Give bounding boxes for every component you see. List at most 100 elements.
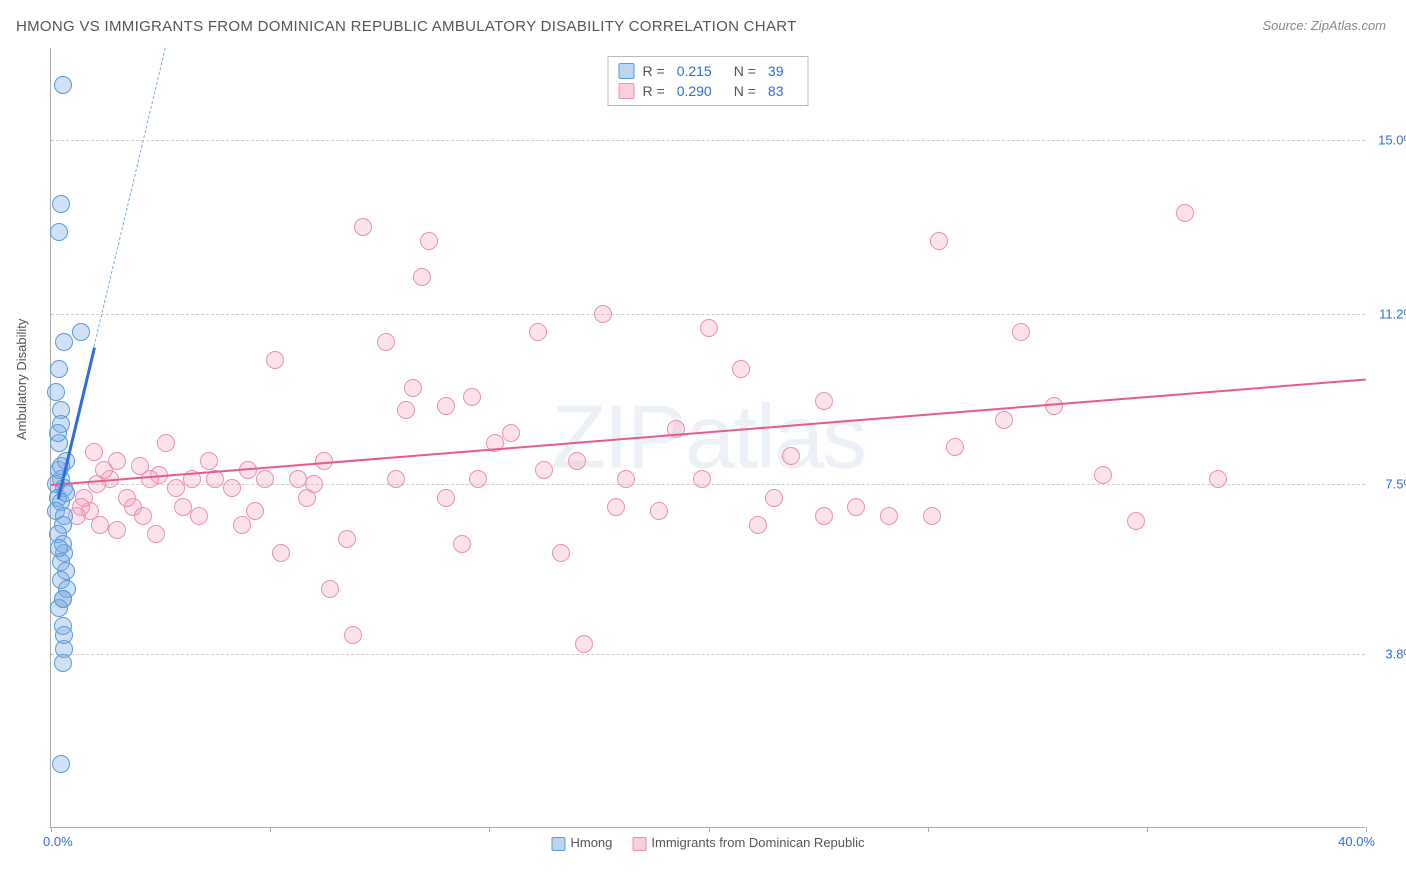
- data-point: [1209, 470, 1227, 488]
- legend-item: Immigrants from Dominican Republic: [632, 835, 864, 851]
- data-point: [338, 530, 356, 548]
- data-point: [700, 319, 718, 337]
- data-point: [354, 218, 372, 236]
- data-point: [502, 424, 520, 442]
- data-point: [54, 590, 72, 608]
- n-value: 39: [768, 63, 784, 79]
- data-point: [437, 489, 455, 507]
- r-label: R =: [643, 83, 665, 99]
- correlation-legend: R = 0.215 N = 39 R = 0.290 N = 83: [608, 56, 809, 106]
- data-point: [529, 323, 547, 341]
- data-point: [91, 516, 109, 534]
- x-axis-min-label: 0.0%: [43, 834, 73, 849]
- n-label: N =: [734, 83, 756, 99]
- data-point: [815, 507, 833, 525]
- data-point: [289, 470, 307, 488]
- data-point: [54, 654, 72, 672]
- y-tick-label: 3.8%: [1385, 646, 1406, 661]
- y-tick-label: 15.0%: [1378, 132, 1406, 147]
- data-point: [72, 323, 90, 341]
- data-point: [469, 470, 487, 488]
- n-value: 83: [768, 83, 784, 99]
- data-point: [995, 411, 1013, 429]
- data-point: [594, 305, 612, 323]
- data-point: [732, 360, 750, 378]
- legend-swatch-icon: [619, 83, 635, 99]
- trend-line: [51, 378, 1366, 486]
- data-point: [321, 580, 339, 598]
- data-point: [266, 351, 284, 369]
- data-point: [463, 388, 481, 406]
- n-label: N =: [734, 63, 756, 79]
- data-point: [923, 507, 941, 525]
- legend-swatch-icon: [551, 837, 565, 851]
- data-point: [453, 535, 471, 553]
- data-point: [847, 498, 865, 516]
- data-point: [108, 521, 126, 539]
- chart-title: HMONG VS IMMIGRANTS FROM DOMINICAN REPUB…: [16, 18, 797, 35]
- data-point: [815, 392, 833, 410]
- data-point: [200, 452, 218, 470]
- data-point: [693, 470, 711, 488]
- data-point: [50, 539, 68, 557]
- data-point: [52, 755, 70, 773]
- data-point: [880, 507, 898, 525]
- data-point: [1094, 466, 1112, 484]
- data-point: [607, 498, 625, 516]
- data-point: [298, 489, 316, 507]
- data-point: [52, 195, 70, 213]
- data-point: [131, 457, 149, 475]
- x-tick: [709, 827, 710, 832]
- trend-line: [93, 48, 165, 346]
- data-point: [413, 268, 431, 286]
- data-point: [387, 470, 405, 488]
- data-point: [118, 489, 136, 507]
- data-point: [765, 489, 783, 507]
- legend-swatch-icon: [632, 837, 646, 851]
- data-point: [650, 502, 668, 520]
- y-tick-label: 11.2%: [1379, 307, 1406, 322]
- data-point: [50, 223, 68, 241]
- data-point: [437, 397, 455, 415]
- r-value: 0.215: [677, 63, 712, 79]
- data-point: [946, 438, 964, 456]
- chart-plot-area: ZIPatlas 0.0% 40.0% R =0.215N =39R =0.29…: [50, 48, 1365, 828]
- data-point: [246, 502, 264, 520]
- data-point: [233, 516, 251, 534]
- data-point: [55, 626, 73, 644]
- legend-label: Hmong: [570, 835, 612, 850]
- data-point: [568, 452, 586, 470]
- data-point: [377, 333, 395, 351]
- data-point: [782, 447, 800, 465]
- y-tick-label: 7.5%: [1385, 476, 1406, 491]
- data-point: [223, 479, 241, 497]
- data-point: [85, 443, 103, 461]
- data-point: [190, 507, 208, 525]
- gridline: [51, 654, 1365, 655]
- legend-row: R = 0.290 N = 83: [619, 81, 798, 101]
- data-point: [404, 379, 422, 397]
- data-point: [749, 516, 767, 534]
- x-tick: [270, 827, 271, 832]
- data-point: [272, 544, 290, 562]
- x-axis-max-label: 40.0%: [1338, 834, 1375, 849]
- data-point: [88, 475, 106, 493]
- data-point: [535, 461, 553, 479]
- data-point: [49, 424, 67, 442]
- r-label: R =: [643, 63, 665, 79]
- x-tick: [489, 827, 490, 832]
- data-point: [174, 498, 192, 516]
- x-tick: [1147, 827, 1148, 832]
- data-point: [167, 479, 185, 497]
- r-value: 0.290: [677, 83, 712, 99]
- data-point: [575, 635, 593, 653]
- data-point: [397, 401, 415, 419]
- data-point: [1012, 323, 1030, 341]
- x-tick: [928, 827, 929, 832]
- gridline: [51, 314, 1365, 315]
- data-point: [420, 232, 438, 250]
- data-point: [617, 470, 635, 488]
- legend-label: Immigrants from Dominican Republic: [651, 835, 864, 850]
- x-tick: [1366, 827, 1367, 832]
- data-point: [55, 333, 73, 351]
